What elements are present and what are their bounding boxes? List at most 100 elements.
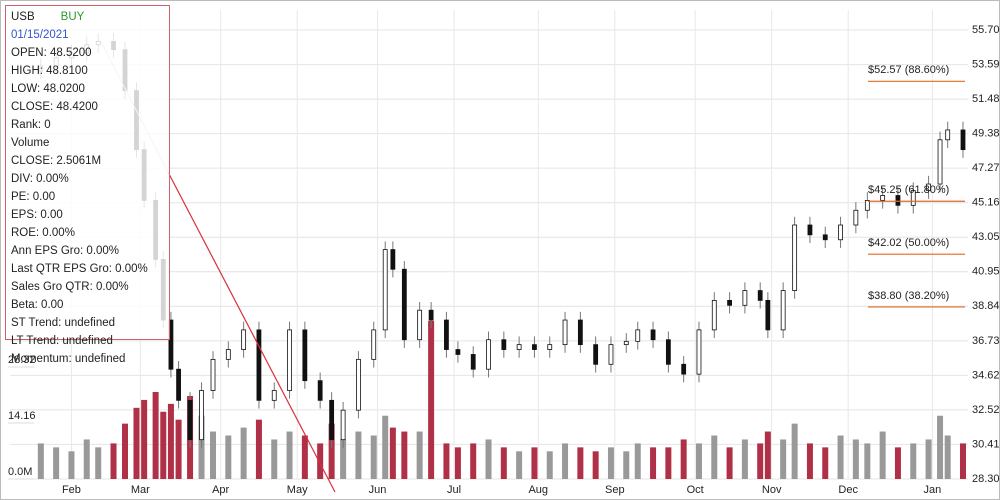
volume-bar bbox=[141, 399, 148, 479]
candle-body bbox=[271, 390, 277, 401]
info-line: PE: 0.00 bbox=[11, 191, 56, 203]
volume-bar bbox=[301, 435, 308, 479]
y-tick-label: 51.48 bbox=[972, 93, 1000, 105]
candle-body bbox=[501, 339, 507, 350]
volume-bar bbox=[110, 443, 117, 479]
candle-body bbox=[225, 349, 231, 360]
x-tick-label: Feb bbox=[62, 484, 81, 496]
candle-body bbox=[681, 363, 687, 375]
candle-body bbox=[455, 349, 461, 355]
candle-body bbox=[428, 309, 434, 321]
volume-bar bbox=[695, 443, 702, 479]
info-line: Ann EPS Gro: 0.00% bbox=[11, 245, 120, 257]
fib-label: $38.80 (38.20%) bbox=[868, 290, 949, 302]
x-tick-label: Sep bbox=[605, 484, 625, 496]
candle-body bbox=[176, 368, 181, 401]
y-tick-label: 53.59 bbox=[972, 58, 1000, 70]
candle-body bbox=[577, 319, 583, 346]
info-line: CLOSE: 2.5061M bbox=[11, 155, 102, 167]
y-tick-label: 40.95 bbox=[972, 266, 1000, 278]
candle-body bbox=[256, 329, 262, 401]
volume-bar bbox=[454, 447, 461, 479]
info-line: HIGH: 48.8100 bbox=[11, 65, 88, 77]
volume-bar bbox=[286, 431, 293, 479]
volume-bar bbox=[317, 443, 324, 479]
candle-body bbox=[371, 329, 377, 360]
info-line: Beta: 0.00 bbox=[11, 299, 64, 311]
candle-body bbox=[780, 290, 786, 331]
volume-bar bbox=[225, 435, 232, 479]
x-tick-label: Nov bbox=[762, 484, 782, 496]
volume-bar bbox=[83, 439, 90, 479]
volume-bar bbox=[665, 447, 672, 479]
y-tick-label: 45.16 bbox=[972, 197, 1000, 209]
x-tick-label: Jul bbox=[447, 484, 461, 496]
price-layer bbox=[38, 33, 966, 448]
x-tick-label: Jan bbox=[924, 484, 942, 496]
volume-bar bbox=[944, 435, 951, 479]
info-line: Sales Gro QTR: 0.00% bbox=[11, 281, 129, 293]
volume-bar bbox=[167, 403, 174, 479]
volume-bar bbox=[910, 443, 917, 479]
candle-body bbox=[486, 339, 491, 370]
volume-bar bbox=[864, 443, 871, 479]
volume-bar bbox=[175, 419, 182, 479]
volume-bar bbox=[328, 423, 335, 479]
symbol: USB bbox=[11, 11, 35, 23]
candle-body bbox=[356, 358, 361, 411]
volume-bar bbox=[389, 427, 396, 479]
symbol-row: USB BUY bbox=[11, 8, 164, 26]
volume-bar bbox=[340, 439, 347, 479]
candle-body bbox=[937, 139, 943, 185]
trend-line bbox=[167, 171, 336, 493]
info-line: EPS: 0.00 bbox=[11, 209, 63, 221]
volume-bar bbox=[516, 451, 523, 479]
candle-body bbox=[945, 129, 951, 141]
y2-tick-label: 14.16 bbox=[8, 410, 36, 422]
candle-body bbox=[187, 399, 193, 441]
candle-body bbox=[765, 299, 771, 331]
volume-bar bbox=[741, 439, 748, 479]
volume-bar bbox=[53, 447, 60, 479]
candle-body bbox=[168, 319, 174, 370]
candle-body bbox=[532, 344, 537, 350]
volume-bar bbox=[443, 443, 450, 479]
volume-bar bbox=[822, 447, 829, 479]
y-tick-label: 38.84 bbox=[972, 300, 1000, 312]
volume-bar bbox=[711, 435, 718, 479]
y-tick-label: 32.52 bbox=[972, 404, 1000, 416]
candle-body bbox=[199, 390, 204, 441]
candle-body bbox=[895, 195, 901, 206]
volume-bar bbox=[255, 419, 262, 479]
volume-bar bbox=[428, 320, 435, 479]
volume-bar bbox=[470, 443, 477, 479]
volume-bar bbox=[531, 447, 538, 479]
candle-body bbox=[696, 329, 702, 375]
axes: 55.70 53.59 51.48 49.38 47.27 45.16 43.05 40.95… bbox=[8, 24, 1000, 496]
candle-body bbox=[926, 183, 931, 191]
x-tick-label: Mar bbox=[131, 484, 150, 496]
candle-body bbox=[401, 268, 407, 341]
candle-body bbox=[329, 399, 335, 441]
info-line: LOW: 48.0200 bbox=[11, 83, 85, 95]
candle-body bbox=[593, 344, 599, 365]
y-tick-label: 34.62 bbox=[972, 369, 1000, 381]
info-panel: USB BUY 01/15/2021 OPEN: 48.5200 HIGH: 48.… bbox=[5, 5, 170, 365]
candle-body bbox=[317, 380, 323, 401]
y-tick-label: 43.05 bbox=[972, 231, 1000, 243]
volume-bar bbox=[791, 423, 798, 479]
candle-body bbox=[287, 329, 292, 391]
volume-bar bbox=[780, 439, 787, 479]
volume-bar bbox=[577, 447, 584, 479]
candle-body bbox=[210, 358, 216, 391]
candle-body bbox=[444, 319, 449, 350]
candle-body bbox=[792, 224, 798, 291]
date: 01/15/2021 bbox=[11, 29, 69, 41]
candle-body bbox=[880, 195, 886, 201]
fib-label: $42.02 (50.00%) bbox=[868, 237, 949, 249]
candle-body bbox=[302, 329, 308, 382]
volume-bar bbox=[95, 447, 102, 479]
x-tick-label: Jun bbox=[369, 484, 387, 496]
info-line: OPEN: 48.5200 bbox=[11, 47, 92, 59]
